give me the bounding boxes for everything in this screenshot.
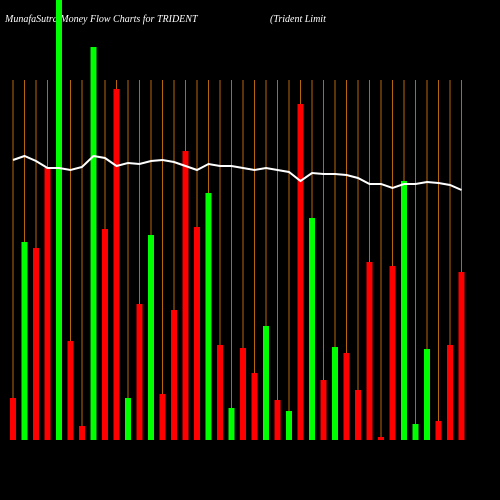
bar — [125, 398, 131, 440]
bar — [274, 400, 281, 440]
bar — [458, 272, 465, 440]
bar — [343, 353, 350, 440]
bar — [79, 426, 85, 440]
bar — [44, 168, 51, 440]
bar — [424, 349, 430, 440]
bar — [320, 380, 327, 440]
bar — [217, 345, 223, 440]
bar — [33, 248, 39, 440]
bar — [113, 89, 120, 440]
bar — [56, 0, 62, 440]
bar — [240, 348, 246, 440]
bar — [297, 104, 304, 440]
bar — [171, 310, 177, 440]
chart-title: MunafaSutra Money Flow Charts for TRIDEN… — [4, 14, 199, 25]
bar — [182, 151, 189, 440]
bar — [447, 345, 453, 440]
bar — [332, 347, 338, 440]
bar — [401, 181, 407, 440]
bar — [389, 266, 396, 440]
bar — [159, 394, 166, 440]
bar — [263, 326, 269, 440]
bar — [355, 390, 361, 440]
bar — [366, 262, 373, 440]
bar — [286, 411, 292, 440]
bar — [102, 229, 108, 440]
chart-subtitle: (Trident Limit — [270, 14, 326, 25]
bar — [412, 424, 419, 440]
money-flow-line — [12, 154, 462, 191]
bar — [10, 398, 16, 440]
bar — [228, 408, 235, 440]
bar — [21, 242, 28, 440]
bar — [148, 235, 154, 440]
bar — [251, 373, 258, 440]
bar — [136, 304, 143, 440]
bar — [194, 227, 200, 440]
bar — [309, 218, 315, 440]
bar — [90, 47, 97, 440]
bar — [205, 193, 212, 440]
bar — [435, 421, 442, 440]
bar — [67, 341, 74, 440]
bar — [378, 437, 384, 440]
